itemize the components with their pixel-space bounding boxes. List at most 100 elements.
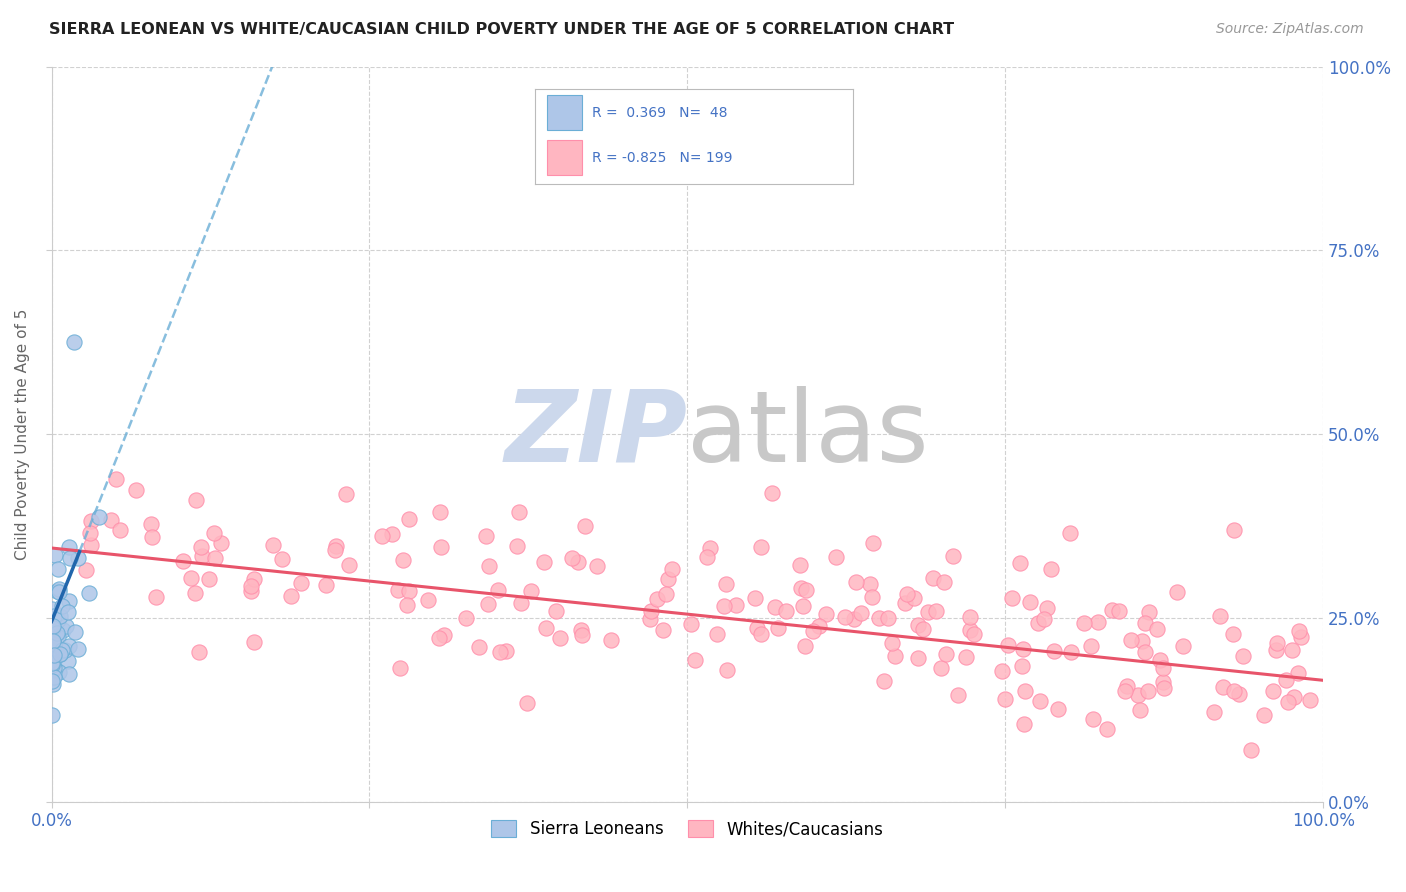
Point bbox=[1101, 603, 1123, 617]
Point bbox=[917, 605, 939, 619]
Point bbox=[696, 550, 718, 565]
Point bbox=[868, 611, 890, 625]
Point bbox=[744, 591, 766, 605]
Point bbox=[1097, 723, 1119, 737]
Point bbox=[262, 538, 284, 552]
Point bbox=[946, 688, 969, 702]
Point bbox=[640, 604, 662, 618]
Point bbox=[183, 586, 205, 600]
Point bbox=[1281, 643, 1303, 657]
Point bbox=[55, 643, 77, 657]
Point bbox=[884, 649, 907, 664]
Point bbox=[55, 619, 77, 633]
Point bbox=[198, 572, 221, 586]
Point bbox=[44, 548, 66, 562]
Point bbox=[569, 623, 592, 637]
Point bbox=[766, 621, 789, 635]
Point bbox=[41, 707, 63, 722]
Point bbox=[509, 596, 531, 610]
Point bbox=[963, 627, 986, 641]
Point bbox=[997, 638, 1019, 652]
Point bbox=[239, 584, 262, 599]
Point bbox=[790, 581, 813, 595]
Point bbox=[387, 583, 409, 598]
Point bbox=[834, 610, 856, 624]
Point bbox=[418, 593, 440, 607]
Point bbox=[1152, 674, 1174, 689]
Point bbox=[337, 558, 360, 572]
Point bbox=[433, 627, 456, 641]
Point bbox=[58, 667, 80, 681]
Point bbox=[929, 660, 952, 674]
Point bbox=[1149, 653, 1171, 667]
Point bbox=[48, 608, 70, 623]
Point bbox=[1081, 713, 1104, 727]
Point bbox=[1014, 684, 1036, 698]
Point bbox=[191, 549, 214, 563]
Point bbox=[903, 591, 925, 605]
Point bbox=[44, 648, 66, 662]
Point bbox=[749, 627, 772, 641]
Point bbox=[907, 618, 929, 632]
Point bbox=[381, 527, 404, 541]
Point bbox=[209, 536, 232, 550]
Point bbox=[1008, 556, 1031, 570]
Point bbox=[1275, 673, 1298, 687]
Point bbox=[398, 584, 420, 599]
Point bbox=[706, 627, 728, 641]
Point bbox=[533, 555, 555, 569]
Point bbox=[430, 540, 453, 554]
Point bbox=[571, 628, 593, 642]
Text: atlas: atlas bbox=[688, 385, 929, 483]
Point bbox=[1240, 743, 1263, 757]
Point bbox=[45, 584, 67, 599]
Point bbox=[1264, 643, 1286, 657]
Y-axis label: Child Poverty Under the Age of 5: Child Poverty Under the Age of 5 bbox=[15, 309, 30, 560]
Point bbox=[371, 529, 394, 543]
Point bbox=[1040, 562, 1063, 576]
Point bbox=[41, 663, 63, 677]
Point bbox=[1019, 594, 1042, 608]
Point bbox=[1133, 615, 1156, 630]
Point bbox=[661, 561, 683, 575]
Point bbox=[1133, 645, 1156, 659]
Point bbox=[655, 587, 678, 601]
Point bbox=[1080, 639, 1102, 653]
Point bbox=[63, 624, 86, 639]
Point bbox=[907, 651, 929, 665]
Point bbox=[1152, 660, 1174, 674]
Point bbox=[180, 571, 202, 585]
Point bbox=[1212, 680, 1234, 694]
Point bbox=[1108, 604, 1130, 618]
Point bbox=[44, 670, 66, 684]
Point bbox=[1132, 633, 1154, 648]
Point bbox=[1047, 701, 1070, 715]
Point bbox=[994, 692, 1017, 706]
Point bbox=[699, 541, 721, 555]
Point bbox=[42, 608, 65, 623]
Point bbox=[1277, 695, 1299, 709]
Point bbox=[516, 696, 538, 710]
Point bbox=[1060, 645, 1083, 659]
Point bbox=[1121, 632, 1143, 647]
Point bbox=[58, 654, 80, 668]
Point bbox=[42, 619, 65, 633]
Point bbox=[921, 570, 943, 584]
Point bbox=[42, 633, 65, 648]
Point bbox=[486, 582, 509, 597]
Point bbox=[807, 619, 830, 633]
Text: Source: ZipAtlas.com: Source: ZipAtlas.com bbox=[1216, 22, 1364, 37]
Point bbox=[454, 610, 477, 624]
Point bbox=[1261, 684, 1284, 698]
Text: SIERRA LEONEAN VS WHITE/CAUCASIAN CHILD POVERTY UNDER THE AGE OF 5 CORRELATION C: SIERRA LEONEAN VS WHITE/CAUCASIAN CHILD … bbox=[49, 22, 955, 37]
Point bbox=[105, 472, 128, 486]
Point bbox=[1011, 659, 1033, 673]
Point bbox=[725, 598, 748, 612]
Point bbox=[1136, 684, 1159, 698]
Point bbox=[141, 530, 163, 544]
Point bbox=[398, 512, 420, 526]
Point bbox=[204, 525, 226, 540]
Point bbox=[716, 663, 738, 677]
Point bbox=[42, 637, 65, 651]
Point bbox=[56, 605, 79, 619]
